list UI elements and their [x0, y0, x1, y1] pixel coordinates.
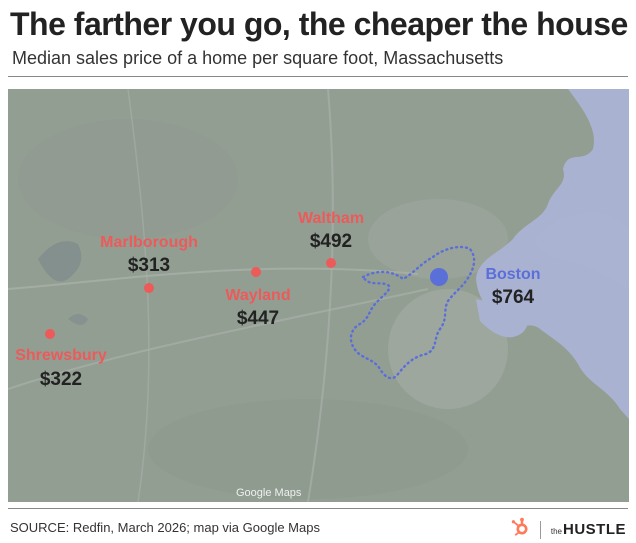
city-label-wayland: Wayland	[225, 287, 291, 304]
city-price-waltham: $492	[309, 231, 353, 252]
city-price-wayland: $447	[236, 308, 280, 329]
city-marker-boston	[430, 268, 448, 286]
city-price-shrewsbury: $322	[39, 369, 83, 390]
city-price-marlborough: $313	[127, 255, 171, 276]
city-markers	[45, 258, 448, 339]
boston-boundary	[349, 245, 476, 380]
map: Google Maps Shrewsbury $322 Marlborough …	[8, 89, 629, 502]
city-label-boston: Boston	[485, 266, 541, 283]
city-marker-marlborough	[144, 283, 154, 293]
chart-subtitle: Median sales price of a home per square …	[12, 48, 504, 68]
hubspot-sprocket-icon	[510, 517, 530, 542]
top-divider	[8, 76, 628, 77]
brand-small-text: the	[550, 526, 562, 536]
chart-title: The farther you go, the cheaper the hous…	[10, 6, 628, 42]
city-label-waltham: Waltham	[297, 210, 365, 227]
map-watermark: Google Maps	[236, 487, 302, 499]
source-note: SOURCE: Redfin, March 2026; map via Goog…	[10, 520, 320, 535]
map-background	[8, 89, 629, 502]
brand-wordmark: HUSTLE	[563, 520, 626, 538]
city-price-boston: $764	[491, 287, 535, 308]
city-marker-wayland	[251, 267, 261, 277]
bottom-divider	[8, 508, 628, 509]
city-marker-waltham	[326, 258, 336, 268]
city-marker-shrewsbury	[45, 329, 55, 339]
city-label-shrewsbury: Shrewsbury	[15, 347, 107, 364]
brand-logo: theHUSTLE	[510, 517, 626, 542]
brand-separator	[539, 520, 541, 539]
city-label-marlborough: Marlborough	[100, 234, 198, 251]
